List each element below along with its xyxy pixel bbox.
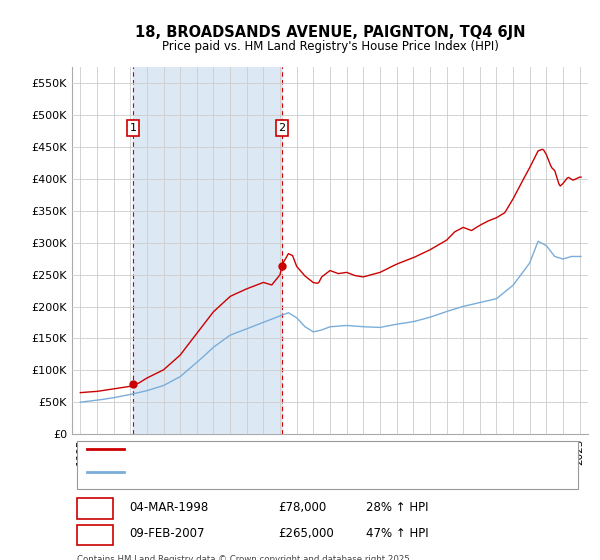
Text: 18, BROADSANDS AVENUE, PAIGNTON, TQ4 6JN (semi-detached house): 18, BROADSANDS AVENUE, PAIGNTON, TQ4 6JN… (134, 444, 505, 454)
Text: HPI: Average price, semi-detached house, Torbay: HPI: Average price, semi-detached house,… (134, 467, 390, 477)
Text: £78,000: £78,000 (278, 501, 326, 514)
Text: 09-FEB-2007: 09-FEB-2007 (129, 528, 204, 540)
Text: 1: 1 (130, 123, 137, 133)
Text: 47% ↑ HPI: 47% ↑ HPI (366, 528, 429, 540)
FancyBboxPatch shape (77, 441, 578, 489)
Text: 04-MAR-1998: 04-MAR-1998 (129, 501, 208, 514)
Text: 18, BROADSANDS AVENUE, PAIGNTON, TQ4 6JN: 18, BROADSANDS AVENUE, PAIGNTON, TQ4 6JN (135, 25, 525, 40)
Text: 2: 2 (91, 528, 99, 540)
Text: 2: 2 (278, 123, 286, 133)
Bar (133, 67, 282, 434)
Text: Contains HM Land Registry data © Crown copyright and database right 2025.: Contains HM Land Registry data © Crown c… (77, 554, 413, 560)
Text: 1: 1 (91, 501, 99, 514)
FancyBboxPatch shape (77, 525, 113, 545)
Text: £265,000: £265,000 (278, 528, 334, 540)
FancyBboxPatch shape (77, 498, 113, 519)
Text: 28% ↑ HPI: 28% ↑ HPI (366, 501, 428, 514)
Text: Price paid vs. HM Land Registry's House Price Index (HPI): Price paid vs. HM Land Registry's House … (161, 40, 499, 53)
